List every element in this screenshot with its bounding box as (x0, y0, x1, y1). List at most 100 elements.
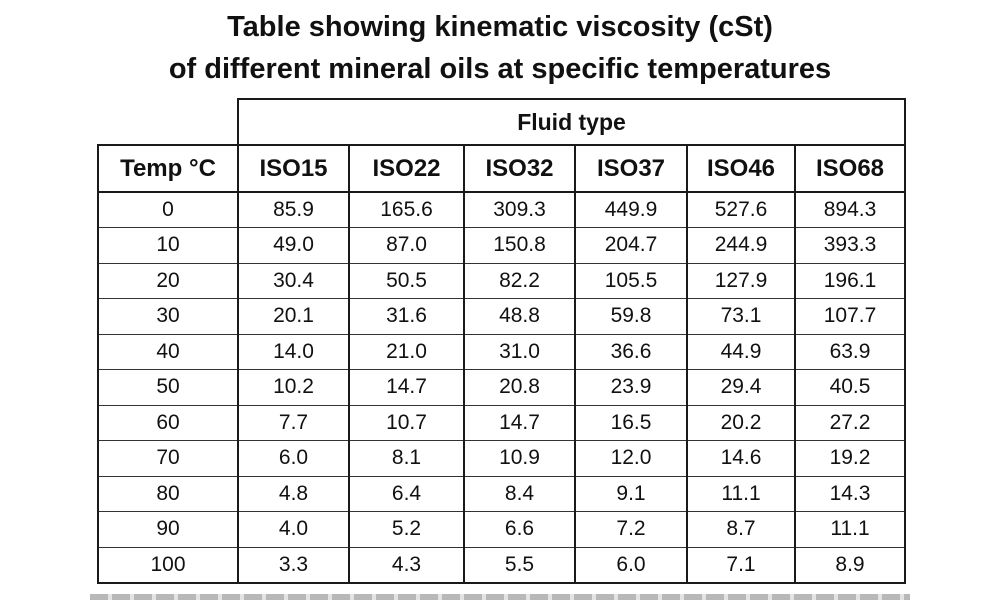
viscosity-cell-iso46: 7.1 (686, 546, 796, 584)
viscosity-cell-iso37: 7.2 (574, 511, 688, 548)
viscosity-cell-iso68: 894.3 (794, 191, 906, 228)
table-row: 40 14.0 21.0 31.0 36.6 44.9 63.9 (97, 333, 906, 370)
viscosity-cell-iso46: 527.6 (686, 191, 796, 228)
column-header-iso22: ISO22 (348, 144, 465, 193)
viscosity-cell-iso46: 44.9 (686, 333, 796, 370)
viscosity-cell-iso68: 393.3 (794, 227, 906, 264)
viscosity-cell-iso15: 30.4 (237, 262, 350, 299)
viscosity-cell-iso32: 6.6 (463, 511, 576, 548)
viscosity-cell-iso15: 49.0 (237, 227, 350, 264)
viscosity-table: Fluid type Temp °C ISO15 ISO22 ISO32 ISO37 I… (97, 98, 906, 584)
viscosity-cell-iso22: 21.0 (348, 333, 465, 370)
viscosity-cell-iso15: 7.7 (237, 404, 350, 441)
viscosity-cell-iso22: 14.7 (348, 369, 465, 406)
title-line-2: of different mineral oils at specific te… (168, 53, 832, 85)
table-row: 70 6.0 8.1 10.9 12.0 14.6 19.2 (97, 440, 906, 477)
viscosity-cell-iso68: 107.7 (794, 298, 906, 335)
viscosity-cell-iso32: 309.3 (463, 191, 576, 228)
group-header-row: Fluid type (98, 98, 906, 146)
temp-cell: 80 (97, 475, 239, 512)
column-header-iso46: ISO46 (686, 144, 796, 193)
viscosity-cell-iso37: 449.9 (574, 191, 688, 228)
table-row: 20 30.4 50.5 82.2 105.5 127.9 196.1 (97, 262, 906, 299)
viscosity-cell-iso15: 4.0 (237, 511, 350, 548)
temp-cell: 0 (97, 191, 239, 228)
table-row: 0 85.9 165.6 309.3 449.9 527.6 894.3 (97, 191, 906, 228)
page-title: Table showing kinematic viscosity (cSt) … (0, 6, 1000, 90)
table-row: 30 20.1 31.6 48.8 59.8 73.1 107.7 (97, 298, 906, 335)
viscosity-cell-iso15: 3.3 (237, 546, 350, 584)
viscosity-cell-iso32: 82.2 (463, 262, 576, 299)
temp-cell: 60 (97, 404, 239, 441)
temp-cell: 20 (97, 262, 239, 299)
temp-cell: 30 (97, 298, 239, 335)
viscosity-cell-iso68: 8.9 (794, 546, 906, 584)
column-header-iso15: ISO15 (237, 144, 350, 193)
viscosity-cell-iso46: 11.1 (686, 475, 796, 512)
temp-cell: 70 (97, 440, 239, 477)
viscosity-cell-iso68: 14.3 (794, 475, 906, 512)
table-row: 50 10.2 14.7 20.8 23.9 29.4 40.5 (97, 369, 906, 406)
temp-column-header: Temp °C (97, 144, 239, 193)
viscosity-cell-iso37: 204.7 (574, 227, 688, 264)
viscosity-cell-iso32: 14.7 (463, 404, 576, 441)
viscosity-cell-iso22: 10.7 (348, 404, 465, 441)
table-row: 60 7.7 10.7 14.7 16.5 20.2 27.2 (97, 404, 906, 441)
viscosity-cell-iso22: 6.4 (348, 475, 465, 512)
viscosity-cell-iso37: 36.6 (574, 333, 688, 370)
corner-cell (98, 99, 239, 146)
temp-cell: 10 (97, 227, 239, 264)
table-row: 10 49.0 87.0 150.8 204.7 244.9 393.3 (97, 227, 906, 264)
viscosity-cell-iso15: 4.8 (237, 475, 350, 512)
viscosity-cell-iso22: 4.3 (348, 546, 465, 584)
viscosity-cell-iso32: 31.0 (463, 333, 576, 370)
viscosity-cell-iso32: 20.8 (463, 369, 576, 406)
viscosity-cell-iso46: 73.1 (686, 298, 796, 335)
temp-cell: 100 (97, 546, 239, 584)
fluid-type-header: Fluid type (237, 98, 906, 146)
viscosity-cell-iso46: 127.9 (686, 262, 796, 299)
column-header-row: Temp °C ISO15 ISO22 ISO32 ISO37 ISO46 ISO68 (97, 144, 906, 193)
viscosity-cell-iso15: 14.0 (237, 333, 350, 370)
viscosity-cell-iso37: 105.5 (574, 262, 688, 299)
viscosity-cell-iso46: 20.2 (686, 404, 796, 441)
viscosity-cell-iso15: 20.1 (237, 298, 350, 335)
viscosity-cell-iso37: 59.8 (574, 298, 688, 335)
table-row: 90 4.0 5.2 6.6 7.2 8.7 11.1 (97, 511, 906, 548)
table-body: 0 85.9 165.6 309.3 449.9 527.6 894.3 10 49.0 87.0… (97, 191, 906, 584)
viscosity-cell-iso15: 6.0 (237, 440, 350, 477)
viscosity-cell-iso68: 19.2 (794, 440, 906, 477)
column-header-iso32: ISO32 (463, 144, 576, 193)
viscosity-cell-iso68: 63.9 (794, 333, 906, 370)
bottom-edge-strip (90, 594, 910, 600)
viscosity-cell-iso68: 196.1 (794, 262, 906, 299)
viscosity-cell-iso46: 244.9 (686, 227, 796, 264)
viscosity-cell-iso22: 50.5 (348, 262, 465, 299)
viscosity-cell-iso37: 6.0 (574, 546, 688, 584)
table-row: 80 4.8 6.4 8.4 9.1 11.1 14.3 (97, 475, 906, 512)
viscosity-cell-iso37: 23.9 (574, 369, 688, 406)
viscosity-cell-iso22: 8.1 (348, 440, 465, 477)
viscosity-cell-iso32: 150.8 (463, 227, 576, 264)
viscosity-cell-iso22: 87.0 (348, 227, 465, 264)
viscosity-cell-iso37: 9.1 (574, 475, 688, 512)
viscosity-cell-iso32: 10.9 (463, 440, 576, 477)
viscosity-cell-iso32: 5.5 (463, 546, 576, 584)
viscosity-cell-iso32: 8.4 (463, 475, 576, 512)
column-header-iso68: ISO68 (794, 144, 906, 193)
viscosity-cell-iso22: 5.2 (348, 511, 465, 548)
viscosity-cell-iso68: 27.2 (794, 404, 906, 441)
temp-cell: 90 (97, 511, 239, 548)
table-row: 100 3.3 4.3 5.5 6.0 7.1 8.9 (97, 546, 906, 584)
viscosity-cell-iso22: 31.6 (348, 298, 465, 335)
column-header-iso37: ISO37 (574, 144, 688, 193)
viscosity-cell-iso15: 85.9 (237, 191, 350, 228)
viscosity-cell-iso68: 40.5 (794, 369, 906, 406)
viscosity-cell-iso46: 29.4 (686, 369, 796, 406)
viscosity-cell-iso37: 12.0 (574, 440, 688, 477)
temp-cell: 50 (97, 369, 239, 406)
viscosity-cell-iso46: 14.6 (686, 440, 796, 477)
viscosity-cell-iso32: 48.8 (463, 298, 576, 335)
viscosity-cell-iso68: 11.1 (794, 511, 906, 548)
temp-cell: 40 (97, 333, 239, 370)
